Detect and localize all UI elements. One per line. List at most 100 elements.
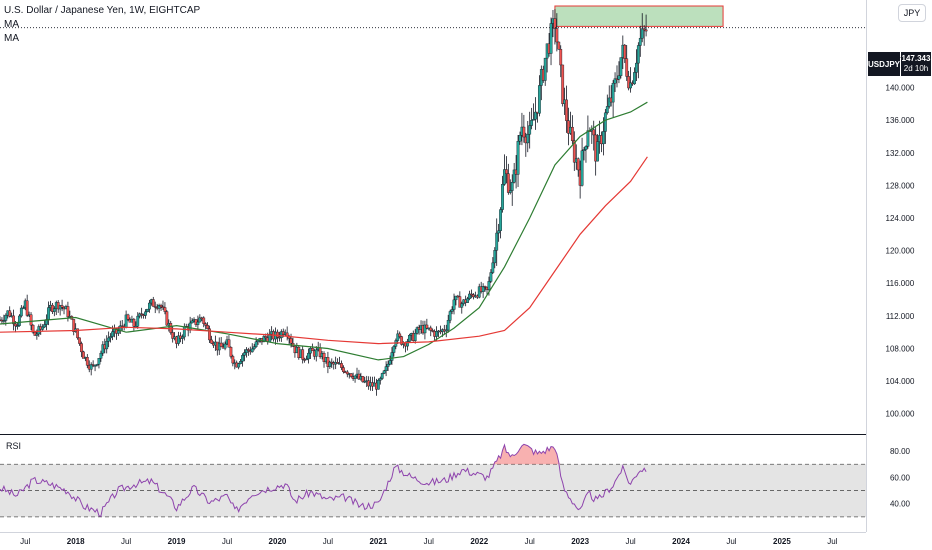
symbol-price-tag: USDJPY <box>868 52 900 76</box>
candle-body <box>43 324 47 328</box>
candle-body <box>477 286 481 298</box>
candle <box>99 350 103 362</box>
candle <box>423 320 427 340</box>
candle-body <box>623 44 627 59</box>
candle-body <box>398 333 402 337</box>
candle-body <box>180 336 184 339</box>
time-tick-label: 2021 <box>369 537 387 546</box>
candle <box>95 363 99 367</box>
candle <box>250 343 254 353</box>
candle-body <box>223 343 227 349</box>
candle-body <box>109 336 112 339</box>
candle <box>78 337 81 346</box>
candle <box>163 302 167 315</box>
ma-fast-line <box>0 101 648 361</box>
candle-body <box>638 37 642 46</box>
candle-body <box>406 341 409 347</box>
candle-body <box>543 57 547 81</box>
candle-body <box>147 302 151 310</box>
candle <box>603 108 607 144</box>
candle <box>126 313 130 321</box>
candle-body <box>256 340 260 343</box>
candle <box>52 306 56 317</box>
candle-body <box>78 337 81 344</box>
time-tick-label: 2018 <box>67 537 85 546</box>
candle-body <box>487 281 491 290</box>
candle-body <box>107 337 111 342</box>
candle <box>2 314 6 325</box>
candle-body <box>198 317 202 323</box>
candle <box>493 247 497 269</box>
candle-body <box>602 131 605 145</box>
candle <box>336 358 340 364</box>
candle-body <box>254 341 258 347</box>
candle-body <box>382 370 386 374</box>
candle <box>349 373 353 378</box>
candle-body <box>603 112 607 132</box>
candle-body <box>576 158 580 171</box>
price-tick-label: 116.000 <box>886 279 915 288</box>
candle <box>557 41 561 50</box>
candle-body <box>250 348 254 353</box>
candle <box>8 306 12 318</box>
last-price-box: 147.343 2d 10h <box>901 52 931 76</box>
candle-body <box>29 314 33 326</box>
candle-body <box>378 378 382 381</box>
highlight-zone-layer <box>554 5 724 27</box>
candle-body <box>310 348 314 352</box>
candle <box>415 326 419 335</box>
candle <box>627 70 631 91</box>
candle <box>491 257 495 275</box>
candle <box>444 324 448 338</box>
candle-body <box>505 169 508 174</box>
candle-body <box>132 318 136 327</box>
candle-body <box>537 85 541 114</box>
candle-body <box>617 75 621 80</box>
candle-body <box>8 310 12 317</box>
candle-body <box>468 293 471 299</box>
candle <box>555 13 559 52</box>
candle <box>642 25 646 46</box>
candle <box>483 285 487 292</box>
indicator-ma-fast[interactable]: MA <box>4 19 19 30</box>
indicator-ma-slow[interactable]: MA <box>4 33 19 44</box>
candle-body <box>190 320 194 324</box>
candle-body <box>640 28 644 39</box>
candle-body <box>340 363 343 368</box>
candle <box>596 134 599 162</box>
candle-body <box>206 325 210 330</box>
candle-body <box>489 272 493 282</box>
candle-body <box>182 326 186 338</box>
candle <box>466 296 470 303</box>
candle <box>227 335 231 348</box>
candle-body <box>384 366 388 371</box>
candle <box>454 295 458 306</box>
candle-body <box>510 182 514 191</box>
candle-body <box>452 299 456 310</box>
candle-body <box>580 150 584 186</box>
candle <box>151 296 155 307</box>
candle-body <box>629 82 632 89</box>
candle <box>582 147 586 161</box>
candle <box>80 341 83 358</box>
candle-body <box>153 306 157 308</box>
candle <box>16 322 19 330</box>
candle <box>508 179 512 195</box>
candle <box>340 360 343 371</box>
candle <box>592 120 596 151</box>
candle <box>489 269 493 283</box>
candle-body <box>93 365 97 367</box>
candle-body <box>526 133 530 144</box>
candle <box>223 341 227 351</box>
candle-body <box>644 29 648 32</box>
candle-body <box>37 326 41 335</box>
candle <box>353 375 357 383</box>
candle-body <box>105 341 109 350</box>
candle-body <box>460 303 464 308</box>
candle <box>636 42 640 79</box>
currency-button[interactable]: JPY <box>898 4 926 22</box>
candle <box>617 61 621 84</box>
rsi-axis: 40.00 60.00 80.00 <box>890 447 911 509</box>
candle-body <box>448 311 452 321</box>
